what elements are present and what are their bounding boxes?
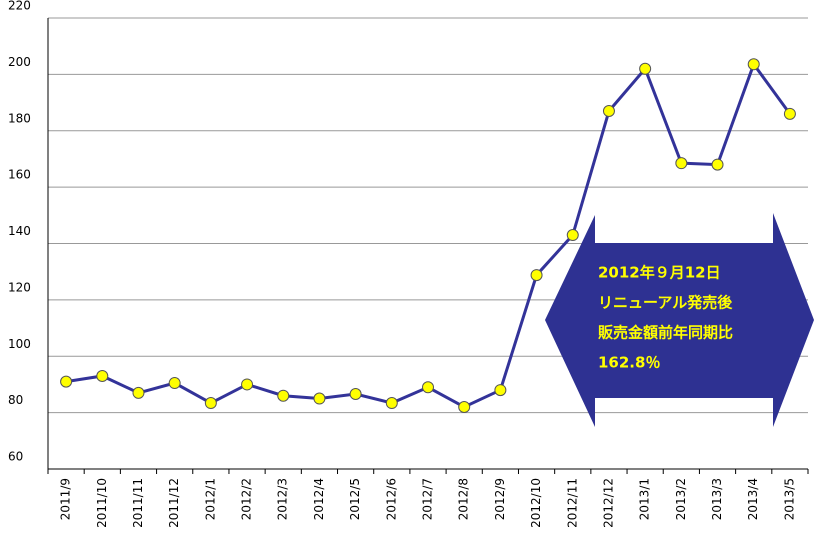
marker <box>204 397 217 410</box>
x-tick-label: 2011/10 <box>95 478 109 528</box>
marker <box>458 400 471 413</box>
marker <box>639 62 652 75</box>
marker <box>747 58 760 71</box>
marker <box>168 377 181 390</box>
y-tick-label: 160 <box>8 168 31 182</box>
marker <box>60 375 73 388</box>
y-tick-label: 180 <box>8 111 31 125</box>
x-tick-label: 2013/1 <box>638 478 652 520</box>
x-tick-label: 2011/9 <box>59 478 73 520</box>
marker <box>566 229 579 242</box>
marker <box>313 392 326 405</box>
x-tick-label: 2013/4 <box>746 478 760 520</box>
y-tick-label: 100 <box>8 337 31 351</box>
y-tick-label: 80 <box>8 393 23 407</box>
y-tick-label: 120 <box>8 280 31 294</box>
marker <box>422 381 434 394</box>
marker <box>241 378 254 391</box>
marker <box>494 384 507 397</box>
x-tick-label: 2012/9 <box>493 478 507 520</box>
marker <box>385 397 398 410</box>
x-tick-label: 2011/11 <box>131 478 145 528</box>
marker <box>675 157 688 170</box>
x-tick-label: 2012/3 <box>276 478 290 520</box>
annotation-text: 2012年９月12日 <box>598 264 721 282</box>
annotation-text: 162.8％ <box>598 354 660 372</box>
x-tick-label: 2012/10 <box>529 478 543 528</box>
x-tick-label: 2012/6 <box>384 478 398 520</box>
x-tick-label: 2012/8 <box>457 478 471 520</box>
x-tick-label: 2012/7 <box>421 478 435 520</box>
marker <box>349 388 362 401</box>
x-tick-label: 2013/5 <box>782 478 796 520</box>
marker <box>530 269 543 282</box>
x-tick-label: 2011/12 <box>167 478 181 528</box>
annotation-arrow <box>545 213 814 427</box>
y-tick-label: 140 <box>8 224 31 238</box>
x-tick-label: 2012/5 <box>348 478 362 520</box>
marker <box>277 389 290 402</box>
y-tick-label: 60 <box>8 450 23 464</box>
marker <box>783 107 796 120</box>
x-tick-label: 2012/2 <box>240 478 254 520</box>
x-tick-label: 2012/4 <box>312 478 326 520</box>
x-tick-label: 2013/3 <box>710 478 724 520</box>
x-tick-label: 2012/1 <box>203 478 217 520</box>
x-tick-label: 2013/2 <box>674 478 688 520</box>
marker <box>96 369 109 382</box>
y-tick-label: 220 <box>8 0 31 13</box>
marker <box>711 158 724 171</box>
marker <box>132 386 145 399</box>
y-tick-label: 200 <box>8 55 31 69</box>
annotation-text: 販売金額前年同期比 <box>598 324 733 342</box>
marker <box>602 105 615 118</box>
x-tick-label: 2012/12 <box>601 478 615 528</box>
annotation-text: リニューアル発売後 <box>598 294 733 312</box>
x-tick-label: 2012/11 <box>565 478 579 528</box>
